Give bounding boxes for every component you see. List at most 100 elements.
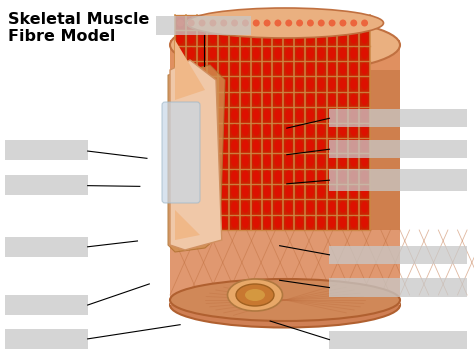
Bar (5, 329, 88, 349)
Ellipse shape (242, 94, 249, 105)
Ellipse shape (274, 17, 282, 28)
Ellipse shape (274, 217, 282, 228)
Ellipse shape (339, 201, 346, 213)
Ellipse shape (253, 109, 260, 120)
Ellipse shape (285, 140, 292, 151)
Ellipse shape (285, 48, 292, 59)
Ellipse shape (210, 32, 217, 44)
Ellipse shape (307, 48, 314, 59)
Ellipse shape (242, 155, 249, 167)
Ellipse shape (253, 20, 260, 27)
Ellipse shape (220, 186, 227, 197)
Ellipse shape (188, 140, 195, 151)
Ellipse shape (253, 124, 260, 136)
Ellipse shape (188, 94, 195, 105)
Bar (348, 70, 400, 305)
Ellipse shape (285, 94, 292, 105)
Ellipse shape (339, 170, 346, 182)
Ellipse shape (242, 17, 249, 28)
Ellipse shape (231, 20, 238, 27)
Ellipse shape (220, 217, 227, 228)
Ellipse shape (285, 155, 292, 167)
Ellipse shape (307, 63, 314, 75)
Ellipse shape (285, 20, 292, 27)
Ellipse shape (361, 201, 368, 213)
Ellipse shape (296, 63, 303, 75)
Ellipse shape (186, 8, 383, 38)
Ellipse shape (285, 78, 292, 90)
Ellipse shape (361, 170, 368, 182)
Ellipse shape (318, 170, 325, 182)
Ellipse shape (242, 48, 249, 59)
Ellipse shape (231, 32, 238, 44)
Ellipse shape (274, 186, 282, 197)
Ellipse shape (210, 78, 217, 90)
Ellipse shape (285, 32, 292, 44)
Ellipse shape (350, 155, 357, 167)
Ellipse shape (242, 140, 249, 151)
Bar (175, 15, 370, 230)
Ellipse shape (307, 201, 314, 213)
Ellipse shape (296, 48, 303, 59)
Ellipse shape (177, 17, 184, 28)
Ellipse shape (253, 155, 260, 167)
Ellipse shape (231, 48, 238, 59)
Ellipse shape (339, 32, 346, 44)
Ellipse shape (231, 217, 238, 228)
Ellipse shape (242, 201, 249, 213)
Ellipse shape (220, 155, 227, 167)
Ellipse shape (307, 186, 314, 197)
Ellipse shape (253, 17, 260, 28)
Ellipse shape (264, 78, 271, 90)
Ellipse shape (242, 20, 249, 27)
Ellipse shape (339, 109, 346, 120)
Ellipse shape (253, 48, 260, 59)
Ellipse shape (177, 186, 184, 197)
Ellipse shape (177, 78, 184, 90)
Ellipse shape (199, 140, 206, 151)
Ellipse shape (231, 63, 238, 75)
Ellipse shape (177, 201, 184, 213)
Ellipse shape (350, 20, 357, 27)
Ellipse shape (361, 32, 368, 44)
Ellipse shape (199, 124, 206, 136)
Ellipse shape (177, 109, 184, 120)
Ellipse shape (220, 124, 227, 136)
Ellipse shape (361, 48, 368, 59)
Ellipse shape (361, 63, 368, 75)
Ellipse shape (361, 109, 368, 120)
Ellipse shape (361, 155, 368, 167)
Ellipse shape (318, 109, 325, 120)
Ellipse shape (188, 170, 195, 182)
Ellipse shape (242, 109, 249, 120)
Ellipse shape (188, 78, 195, 90)
Ellipse shape (274, 48, 282, 59)
Bar (5, 140, 88, 160)
Ellipse shape (274, 201, 282, 213)
Ellipse shape (177, 155, 184, 167)
Ellipse shape (296, 78, 303, 90)
Ellipse shape (274, 94, 282, 105)
Ellipse shape (220, 63, 227, 75)
Ellipse shape (361, 124, 368, 136)
Ellipse shape (274, 140, 282, 151)
Ellipse shape (307, 17, 314, 28)
Bar (5, 237, 88, 257)
Ellipse shape (264, 20, 271, 27)
Ellipse shape (274, 78, 282, 90)
Ellipse shape (285, 109, 292, 120)
Ellipse shape (242, 124, 249, 136)
Polygon shape (175, 40, 205, 240)
Ellipse shape (177, 48, 184, 59)
Ellipse shape (231, 78, 238, 90)
Ellipse shape (220, 109, 227, 120)
Ellipse shape (285, 124, 292, 136)
Ellipse shape (328, 217, 336, 228)
Ellipse shape (264, 94, 271, 105)
Ellipse shape (296, 155, 303, 167)
Polygon shape (170, 60, 222, 250)
Ellipse shape (328, 32, 336, 44)
Ellipse shape (177, 32, 184, 44)
Ellipse shape (253, 217, 260, 228)
Ellipse shape (361, 20, 368, 27)
